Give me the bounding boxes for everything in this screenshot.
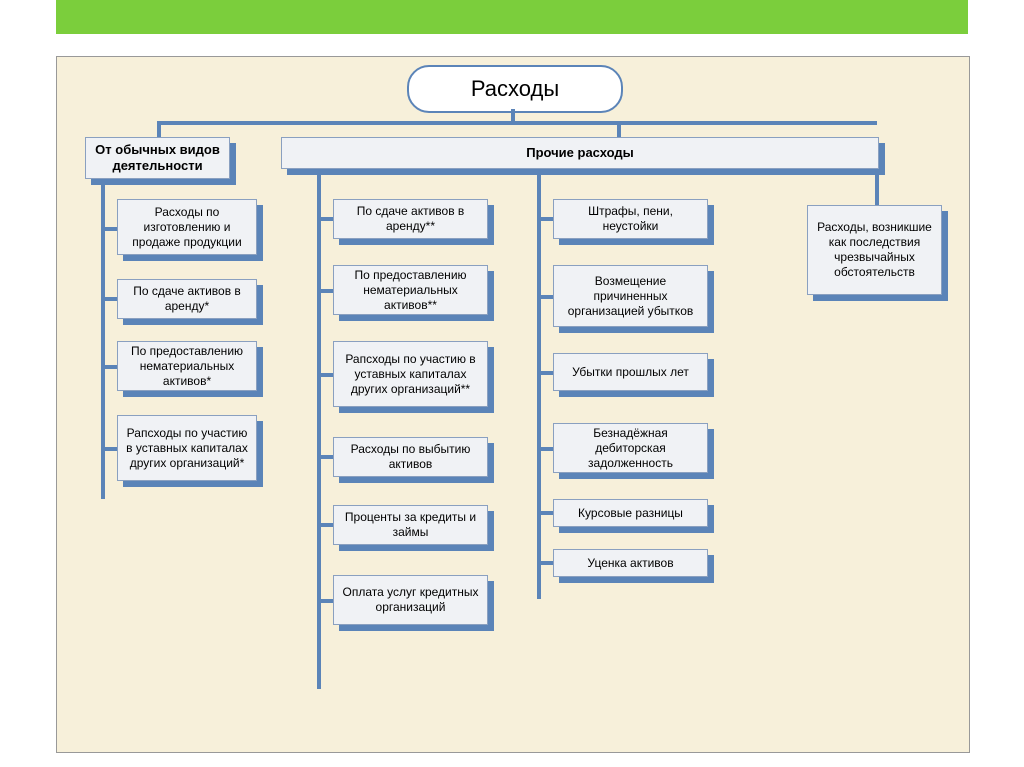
ordinary-node: От обычных видов деятельности [85, 137, 230, 179]
col3-item-3-label: Безнадёжная дебиторская задолженность [560, 426, 701, 471]
col4-item-0: Расходы, возникшие как последствия чрезв… [807, 205, 942, 295]
other-node: Прочие расходы [281, 137, 879, 169]
diagram-canvas: Расходы От обычных видов деятельности Пр… [0, 0, 1024, 767]
col1-item-1-label: По сдаче активов в аренду* [124, 284, 250, 314]
root-node: Расходы [407, 65, 623, 113]
col2-item-2: Рапсходы по участию в уставных капиталах… [333, 341, 488, 407]
col1-item-0-label: Расходы по изготовлению и продаже продук… [124, 205, 250, 250]
col2-item-3-label: Расходы по выбытию активов [340, 442, 481, 472]
col2-item-5: Оплата услуг кредитных организаций [333, 575, 488, 625]
col2-item-0: По сдаче активов в аренду** [333, 199, 488, 239]
col4-item-0-label: Расходы, возникшие как последствия чрезв… [814, 220, 935, 280]
col3-item-5: Уценка активов [553, 549, 708, 577]
col2-item-1: По предоставлению нематериальных активов… [333, 265, 488, 315]
col1-item-2-label: По предоставлению нематериальных активов… [124, 344, 250, 389]
col2-item-1-label: По предоставлению нематериальных активов… [340, 268, 481, 313]
col3-item-5-label: Уценка активов [587, 556, 673, 571]
col2-item-4: Проценты за кредиты и займы [333, 505, 488, 545]
ordinary-label: От обычных видов деятельности [92, 142, 223, 175]
col1-item-1: По сдаче активов в аренду* [117, 279, 257, 319]
col1-item-0: Расходы по изготовлению и продаже продук… [117, 199, 257, 255]
col1-item-3: Рапсходы по участию в уставных капиталах… [117, 415, 257, 481]
col3-item-2-label: Убытки прошлых лет [572, 365, 689, 380]
accent-bar [56, 0, 968, 34]
col3-item-1-label: Возмещение причиненных организацией убыт… [560, 274, 701, 319]
col3-item-1: Возмещение причиненных организацией убыт… [553, 265, 708, 327]
col3-item-2: Убытки прошлых лет [553, 353, 708, 391]
col2-item-5-label: Оплата услуг кредитных организаций [340, 585, 481, 615]
col3-item-4-label: Курсовые разницы [578, 506, 683, 521]
col3-item-0: Штрафы, пени, неустойки [553, 199, 708, 239]
col2-item-0-label: По сдаче активов в аренду** [340, 204, 481, 234]
col2-item-3: Расходы по выбытию активов [333, 437, 488, 477]
col3-item-3: Безнадёжная дебиторская задолженность [553, 423, 708, 473]
col2-item-2-label: Рапсходы по участию в уставных капиталах… [340, 352, 481, 397]
root-label: Расходы [471, 76, 559, 102]
col2-item-4-label: Проценты за кредиты и займы [340, 510, 481, 540]
col3-item-0-label: Штрафы, пени, неустойки [560, 204, 701, 234]
diagram-panel: Расходы От обычных видов деятельности Пр… [56, 56, 970, 753]
other-label: Прочие расходы [526, 145, 634, 161]
col3-item-4: Курсовые разницы [553, 499, 708, 527]
col1-item-3-label: Рапсходы по участию в уставных капиталах… [124, 426, 250, 471]
col1-item-2: По предоставлению нематериальных активов… [117, 341, 257, 391]
